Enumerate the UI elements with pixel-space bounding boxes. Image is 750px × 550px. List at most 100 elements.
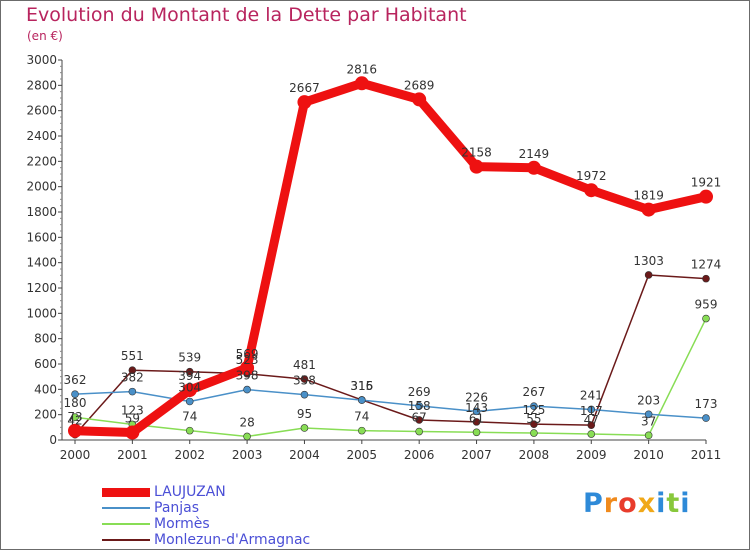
y-tick-label: 200 xyxy=(34,408,57,422)
data-point xyxy=(71,413,79,422)
data-label: 315 xyxy=(350,379,373,393)
data-label: 37 xyxy=(641,414,656,428)
y-tick-label: 3000 xyxy=(26,53,57,67)
data-label: 358 xyxy=(293,374,316,388)
y-tick-label: 400 xyxy=(34,382,57,396)
data-label: 241 xyxy=(580,388,603,402)
data-label: 125 xyxy=(522,403,545,417)
x-tick-label: 2001 xyxy=(117,448,148,462)
data-point xyxy=(415,427,423,436)
logo-letter: P xyxy=(583,488,604,519)
data-label: 123 xyxy=(121,403,144,417)
data-label: 47 xyxy=(584,413,599,427)
logo-letter: i xyxy=(680,488,691,519)
data-point xyxy=(240,360,255,375)
data-point xyxy=(128,366,137,375)
x-tick-label: 2005 xyxy=(347,448,378,462)
data-point xyxy=(354,76,369,91)
data-point xyxy=(412,92,427,107)
data-label: 95 xyxy=(297,407,312,421)
data-label: 117 xyxy=(580,404,603,418)
y-tick-label: 2200 xyxy=(26,154,57,168)
chart-subtitle: (en €) xyxy=(27,29,63,43)
data-label: 42 xyxy=(67,414,82,428)
data-label: 143 xyxy=(465,401,488,415)
y-tick-label: 1600 xyxy=(26,230,57,244)
x-tick-label: 2002 xyxy=(174,448,205,462)
data-label: 539 xyxy=(178,351,201,365)
y-tick-label: 600 xyxy=(34,357,57,371)
data-label: 523 xyxy=(236,353,259,367)
data-point xyxy=(185,426,194,435)
data-point xyxy=(300,424,309,432)
series-line-0 xyxy=(74,78,707,438)
y-tick-label: 1800 xyxy=(26,205,57,219)
data-label: 2149 xyxy=(519,147,550,161)
data-label: 74 xyxy=(182,410,197,424)
x-tick-label: 2004 xyxy=(289,448,320,462)
data-point xyxy=(300,375,309,383)
data-point xyxy=(415,416,423,424)
data-point xyxy=(182,383,197,398)
data-label: 267 xyxy=(522,385,545,399)
data-label: 28 xyxy=(239,415,254,429)
data-label: 1921 xyxy=(691,176,722,190)
data-point xyxy=(297,95,312,110)
legend-label: LAUJUZAN xyxy=(154,484,226,500)
data-label: 394 xyxy=(178,369,201,383)
data-label: 481 xyxy=(293,358,316,372)
data-point xyxy=(469,159,484,174)
data-label: 1972 xyxy=(576,169,607,183)
y-tick-label: 0 xyxy=(49,433,57,447)
data-label: 382 xyxy=(121,371,144,385)
data-point xyxy=(702,274,710,283)
legend-swatch xyxy=(102,487,150,497)
data-label: 269 xyxy=(408,385,431,399)
legend-swatch xyxy=(102,523,150,525)
data-label: 55 xyxy=(526,412,541,426)
data-point xyxy=(587,430,596,438)
data-point xyxy=(185,397,194,406)
data-label: 2816 xyxy=(347,62,378,76)
data-label: 2667 xyxy=(289,81,320,95)
data-label: 59 xyxy=(125,412,140,426)
data-point xyxy=(415,402,423,410)
data-label: 67 xyxy=(412,411,427,425)
data-point xyxy=(587,421,596,429)
data-point xyxy=(71,390,79,398)
data-point xyxy=(185,367,194,376)
data-point xyxy=(472,407,481,416)
series-line-3 xyxy=(74,274,707,436)
data-label: 61 xyxy=(469,411,484,425)
data-point xyxy=(125,425,140,440)
y-tick-label: 2000 xyxy=(26,180,57,194)
x-tick-label: 2010 xyxy=(633,448,664,462)
data-label: 569 xyxy=(236,347,259,361)
y-tick-label: 1000 xyxy=(26,306,57,320)
data-label: 398 xyxy=(236,369,259,383)
data-point xyxy=(530,402,538,410)
data-point xyxy=(530,420,538,428)
data-label: 173 xyxy=(695,397,718,411)
data-point xyxy=(243,385,251,394)
logo-letter: t xyxy=(666,488,681,519)
x-tick-label: 2006 xyxy=(404,448,435,462)
y-tick-label: 2600 xyxy=(26,104,57,118)
data-point xyxy=(644,431,653,440)
data-label: 551 xyxy=(121,349,144,363)
legend-swatch xyxy=(102,539,150,541)
data-point xyxy=(300,390,309,399)
data-label: 180 xyxy=(64,396,87,410)
y-tick-label: 2800 xyxy=(26,78,57,92)
data-label: 362 xyxy=(64,373,87,387)
data-label: 2158 xyxy=(461,146,492,160)
data-point xyxy=(472,428,481,437)
data-point xyxy=(644,271,653,279)
data-point xyxy=(584,183,599,198)
data-label: 316 xyxy=(350,379,373,393)
data-label: 304 xyxy=(178,380,201,394)
data-point xyxy=(702,414,710,422)
x-tick-label: 2009 xyxy=(576,448,607,462)
data-point xyxy=(358,396,366,404)
